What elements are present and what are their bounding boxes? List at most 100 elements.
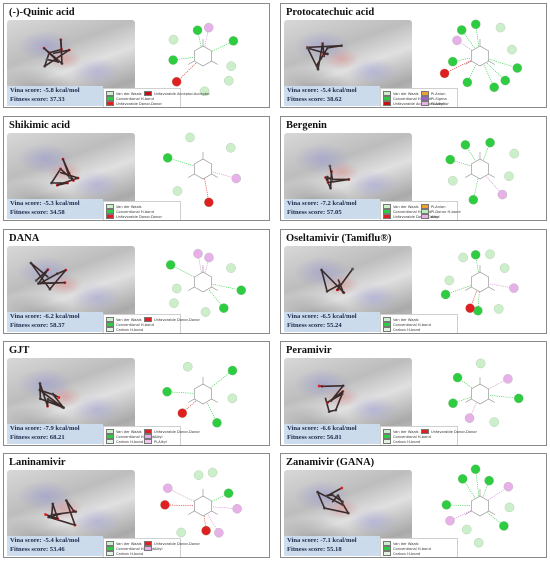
legend-swatch (421, 209, 429, 214)
legend-label: Van der Waals (116, 429, 142, 434)
legend-label: Conventional H-bond (393, 96, 431, 101)
legend-swatch (383, 434, 391, 439)
fitness-score: Fitness score: 38.62 (287, 96, 342, 103)
panel-title: Protocatechuic acid (286, 7, 375, 18)
panel-title: Bergenin (286, 120, 327, 131)
score-box: Vina score: -7.1 kcal/mol Fitness score: … (284, 536, 380, 556)
vina-score: Vina score: -7.1 kcal/mol (287, 537, 357, 544)
legend-entry: Unfavorable Donor-Donor (106, 214, 162, 219)
vina-score: Vina score: -5.4 kcal/mol (10, 537, 80, 544)
legend-label: Pi-Alkyl (431, 101, 444, 106)
legend-entry: Conventional H-bond (106, 209, 154, 214)
panel-quinic: (-)-Quinic acid Vina score: -5.8 kcal/mol… (3, 3, 270, 108)
legend-label: Van der Waals (116, 317, 142, 322)
legend-swatch (383, 317, 391, 322)
legend-swatch (383, 322, 391, 327)
legend-label: Carbon H-bond (393, 327, 421, 332)
legend-swatch (106, 429, 114, 434)
ligand-interaction-diagram-icon (137, 236, 269, 333)
legend-swatch (106, 317, 114, 322)
panel-title: DANA (9, 233, 40, 244)
legend-label: Alkyl (154, 546, 163, 551)
interaction-legend: Van der Waals Conventional H-bond Unfavora… (103, 88, 210, 107)
legend-swatch (144, 429, 152, 434)
legend-entry: Pi-Alkyl (421, 101, 444, 106)
legend-entry: Unfavorable Donor-Donor (106, 101, 162, 106)
ligand-interaction-diagram-icon (414, 236, 546, 333)
panel-title: Shikimic acid (9, 120, 70, 131)
legend-swatch (106, 91, 114, 96)
legend-label: Conventional H-bond (393, 209, 431, 214)
panel-dana: DANA Vina score: -6.2 kcal/mol Fitness sco… (3, 229, 270, 334)
panel-title: (-)-Quinic acid (9, 7, 75, 18)
legend-swatch (106, 209, 114, 214)
legend-swatch (106, 322, 114, 327)
legend-label: Unfavorable Donor-Donor (154, 429, 200, 434)
legend-entry: Van der Waals (383, 91, 419, 96)
ligand-interaction-diagram-icon (414, 460, 546, 557)
fitness-score: Fitness score: 34.58 (10, 209, 65, 216)
legend-swatch (144, 439, 152, 444)
legend-label: Conventional H-bond (116, 209, 154, 214)
legend-label: Unfavorable Donor-Donor (116, 214, 162, 219)
legend-entry: Alkyl (144, 546, 163, 551)
legend-entry: Alkyl (421, 214, 440, 219)
panel-oseltamivir: Oseltamivir (Tamiflu®) Vina score: -6.5 k… (280, 229, 547, 334)
legend-entry: Conventional H-bond (106, 96, 154, 101)
legend-label: Pi-Donor H-bond (431, 209, 461, 214)
legend-entry: Pi-Anion (421, 91, 446, 96)
legend-entry: Conventional H-bond (383, 209, 431, 214)
legend-swatch (106, 214, 114, 219)
panel-bergenin: Bergenin Vina score: -7.2 kcal/mol Fitness… (280, 116, 547, 221)
legend-label: Van der Waals (393, 204, 419, 209)
legend-label: Conventional H-bond (116, 546, 154, 551)
legend-entry: Van der Waals (383, 541, 419, 546)
legend-label: Van der Waals (116, 91, 142, 96)
legend-label: Conventional H-bond (116, 96, 154, 101)
legend-entry: Van der Waals (383, 429, 419, 434)
interaction-legend: Van der Waals Conventional H-bond Unfavora… (380, 201, 461, 220)
vina-score: Vina score: -7.9 kcal/mol (10, 425, 80, 432)
panel-shikimic: Shikimic acid Vina score: -5.3 kcal/mol Fi… (3, 116, 270, 221)
fitness-score: Fitness score: 55.24 (287, 322, 342, 329)
fitness-score: Fitness score: 57.05 (287, 209, 342, 216)
legend-label: Carbon H-bond (116, 551, 144, 556)
panel-title: Zanamivir (GANA) (286, 457, 375, 468)
legend-label: Pi-Alkyl (154, 439, 167, 444)
legend-entry: Conventional H-bond (383, 96, 431, 101)
legend-swatch (383, 204, 391, 209)
legend-swatch (144, 434, 152, 439)
score-box: Vina score: -7.2 kcal/mol Fitness score: … (284, 199, 380, 219)
legend-entry: Carbon H-bond (106, 551, 143, 556)
legend-swatch (106, 96, 114, 101)
legend-label: Alkyl (431, 214, 440, 219)
interaction-legend: Van der Waals Conventional H-bond Carbon H… (380, 426, 477, 445)
interaction-legend: Van der Waals Conventional H-bond Carbon H… (103, 426, 200, 445)
legend-swatch (421, 101, 429, 106)
legend-swatch (106, 101, 114, 106)
legend-label: Van der Waals (116, 541, 142, 546)
score-box: Vina score: -5.4 kcal/mol Fitness score: … (284, 86, 380, 106)
score-box: Vina score: -6.2 kcal/mol Fitness score: … (7, 312, 103, 332)
legend-label: Carbon H-bond (116, 439, 144, 444)
legend-label: Van der Waals (393, 541, 419, 546)
legend-swatch (106, 439, 114, 444)
legend-swatch (144, 317, 152, 322)
score-box: Vina score: -6.5 kcal/mol Fitness score: … (284, 312, 380, 332)
legend-label: Conventional H-bond (393, 434, 431, 439)
legend-swatch (383, 101, 391, 106)
legend-label: Pi-Anion (431, 204, 446, 209)
legend-entry: Van der Waals (106, 317, 142, 322)
legend-entry: Van der Waals (106, 91, 142, 96)
legend-entry: Unfavorable Donor-Donor (144, 541, 200, 546)
legend-entry: Unfavorable Acceptor-Acceptor (144, 91, 210, 96)
legend-label: Unfavorable Acceptor-Acceptor (393, 101, 449, 106)
legend-entry: Carbon H-bond (383, 327, 420, 332)
ligand-interaction-diagram-icon (414, 10, 546, 107)
vina-score: Vina score: -5.8 kcal/mol (10, 87, 80, 94)
legend-entry: Carbon H-bond (383, 551, 420, 556)
fitness-score: Fitness score: 68.21 (10, 434, 65, 441)
legend-entry: Van der Waals (383, 204, 419, 209)
legend-entry: Conventional H-bond (383, 546, 431, 551)
